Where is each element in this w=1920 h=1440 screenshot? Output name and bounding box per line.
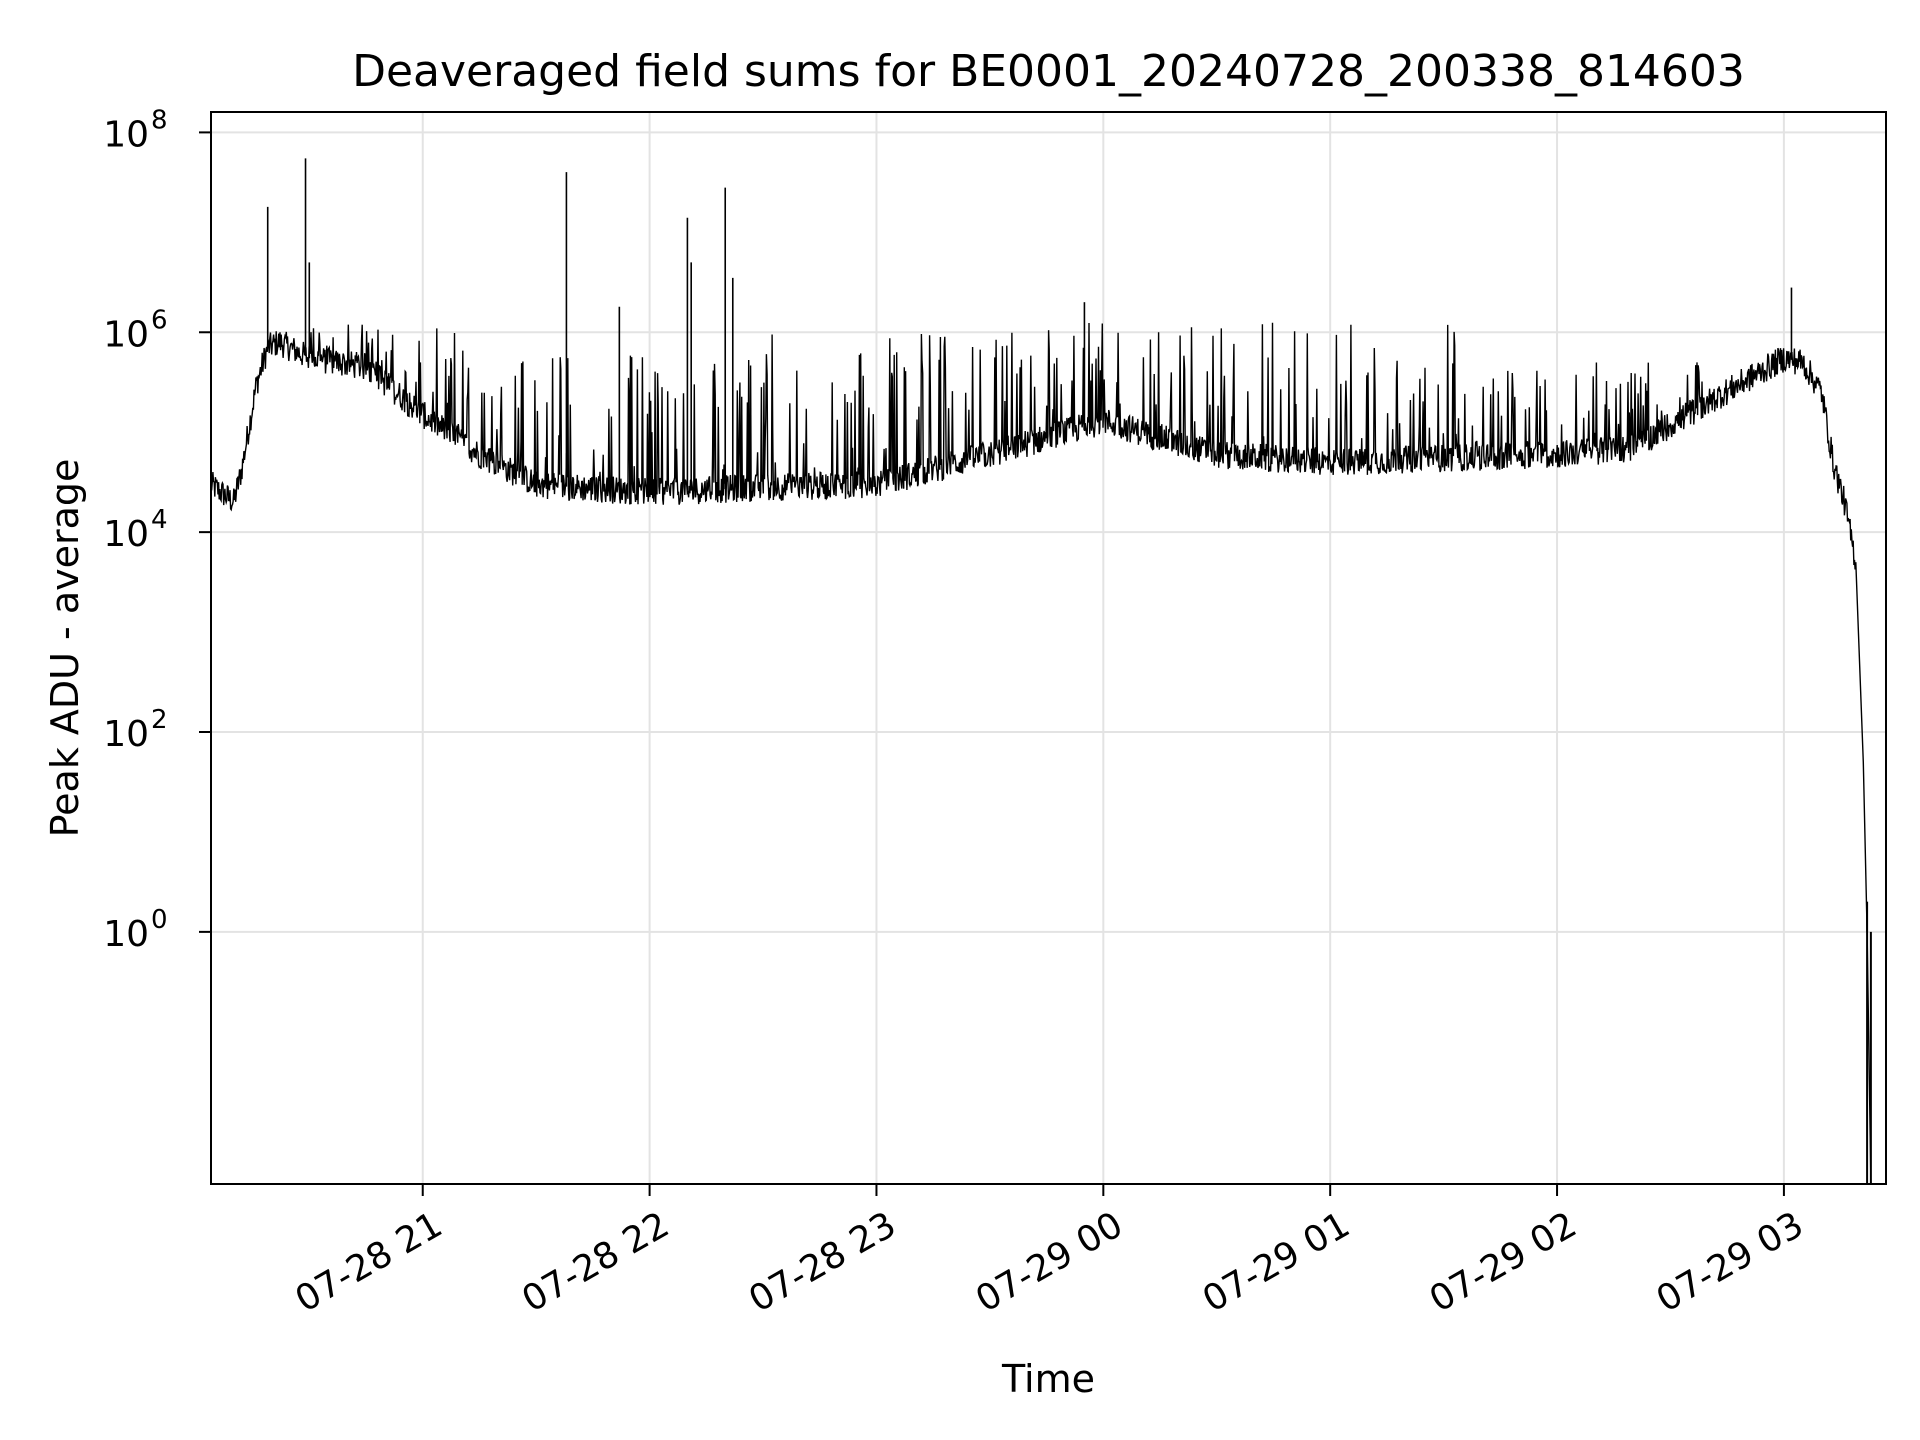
- y-tick-exponent: 8: [151, 105, 168, 135]
- y-tick-label: 10: [103, 514, 149, 555]
- x-tick-label: 07-29 03: [1650, 1204, 1811, 1320]
- x-tick-label: 07-29 00: [969, 1204, 1130, 1320]
- y-tick-exponent: 0: [151, 905, 168, 935]
- y-tick-label: 10: [103, 714, 149, 755]
- x-tick-label: 07-29 02: [1423, 1204, 1584, 1320]
- y-axis-label: Peak ADU - average: [43, 459, 87, 838]
- x-axis: 07-28 21 07-28 22 07-28 23 07-29 00 07-29 01…: [289, 1184, 1811, 1321]
- y-tick-base: 10: [103, 714, 149, 755]
- y-tick-base: 10: [103, 514, 149, 555]
- x-tick-label: 07-28 22: [515, 1204, 676, 1320]
- y-tick-exponent: 2: [151, 705, 168, 735]
- y-tick-base: 10: [103, 914, 149, 955]
- y-tick-base: 10: [103, 314, 149, 355]
- y-tick-label: 10: [103, 114, 149, 155]
- x-tick-label: 07-28 21: [289, 1204, 450, 1320]
- chart-title: Deaveraged field sums for BE0001_2024072…: [352, 46, 1745, 97]
- series-line: [210, 322, 1872, 1185]
- y-tick-exponent: 6: [151, 305, 168, 335]
- plot-frame: [210, 111, 1887, 1185]
- grid-lines: [211, 112, 1886, 1184]
- y-tick-base: 10: [103, 114, 149, 155]
- x-tick-label: 07-29 01: [1196, 1204, 1357, 1320]
- x-tick-label: 07-28 23: [742, 1204, 903, 1320]
- y-tick-label: 10: [103, 914, 149, 955]
- y-tick-label: 10: [103, 314, 149, 355]
- series-layer: [210, 158, 1872, 1185]
- x-axis-label: Time: [1001, 1357, 1095, 1401]
- y-tick-exponent: 4: [151, 505, 168, 535]
